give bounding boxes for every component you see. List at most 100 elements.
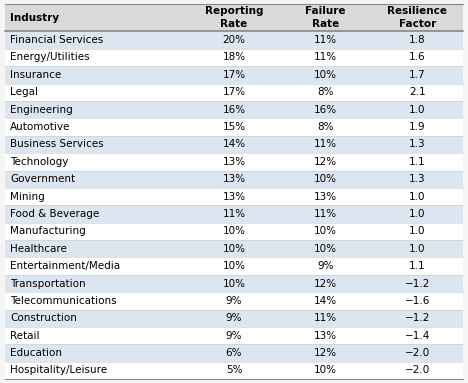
Text: 2.1: 2.1 [409,87,426,97]
Text: Energy/Utilities: Energy/Utilities [10,52,90,62]
Text: 20%: 20% [222,35,246,45]
Text: 8%: 8% [317,87,334,97]
Bar [280,31,372,49]
Bar [188,136,280,153]
Bar [188,223,280,240]
Bar [188,240,280,257]
Text: 11%: 11% [314,35,337,45]
Bar [372,309,463,327]
Bar [188,118,280,136]
Text: 11%: 11% [222,209,246,219]
Text: −1.2: −1.2 [405,278,430,288]
Text: Engineering: Engineering [10,105,73,115]
Text: Transportation: Transportation [10,278,86,288]
Text: Retail: Retail [10,331,40,341]
Bar [5,118,188,136]
Text: Resilience
Factor: Resilience Factor [388,7,447,29]
Text: 6%: 6% [226,348,242,358]
Bar [5,344,188,362]
Bar [372,83,463,101]
Bar [280,292,372,309]
Text: 9%: 9% [226,331,242,341]
Bar [5,4,188,31]
Text: 1.0: 1.0 [409,226,426,236]
Bar [5,292,188,309]
Text: 1.6: 1.6 [409,52,426,62]
Text: Reporting
Rate: Reporting Rate [205,7,263,29]
Bar [372,49,463,66]
Bar [372,327,463,344]
Bar [5,153,188,170]
Text: 1.1: 1.1 [409,157,426,167]
Text: Financial Services: Financial Services [10,35,103,45]
Text: Industry: Industry [10,13,59,23]
Bar [188,205,280,223]
Bar [280,188,372,205]
Text: 10%: 10% [222,244,246,254]
Text: −1.6: −1.6 [405,296,430,306]
Text: 14%: 14% [314,296,337,306]
Bar [5,275,188,292]
Text: 10%: 10% [222,226,246,236]
Text: 16%: 16% [314,105,337,115]
Bar [5,188,188,205]
Text: 11%: 11% [314,139,337,149]
Bar [372,292,463,309]
Bar [5,309,188,327]
Bar [372,205,463,223]
Text: 1.0: 1.0 [409,192,426,201]
Text: 10%: 10% [222,278,246,288]
Text: Insurance: Insurance [10,70,62,80]
Text: Education: Education [10,348,62,358]
Bar [5,257,188,275]
Bar [5,31,188,49]
Text: 1.3: 1.3 [409,139,426,149]
Bar [280,344,372,362]
Text: 16%: 16% [222,105,246,115]
Bar [280,223,372,240]
Text: 12%: 12% [314,348,337,358]
Text: 12%: 12% [314,278,337,288]
Bar [5,327,188,344]
Bar [188,170,280,188]
Text: 10%: 10% [314,174,337,184]
Bar [280,49,372,66]
Bar [372,188,463,205]
Bar [372,170,463,188]
Text: Business Services: Business Services [10,139,104,149]
Text: 9%: 9% [226,296,242,306]
Text: 5%: 5% [226,365,242,375]
Bar [280,362,372,379]
Bar [372,344,463,362]
Bar [372,101,463,118]
Text: Telecommunications: Telecommunications [10,296,117,306]
Text: 15%: 15% [222,122,246,132]
Text: 11%: 11% [314,209,337,219]
Text: 10%: 10% [314,244,337,254]
Text: 13%: 13% [222,157,246,167]
Bar [188,257,280,275]
Text: Mining: Mining [10,192,45,201]
Text: 9%: 9% [226,313,242,323]
Text: Automotive: Automotive [10,122,71,132]
Bar [280,153,372,170]
Bar [5,66,188,83]
Bar [280,170,372,188]
Bar [280,101,372,118]
Bar [280,257,372,275]
Text: −1.2: −1.2 [405,313,430,323]
Text: 1.7: 1.7 [409,70,426,80]
Text: −2.0: −2.0 [405,365,430,375]
Text: −1.4: −1.4 [405,331,430,341]
Text: 11%: 11% [314,52,337,62]
Bar [188,83,280,101]
Bar [372,223,463,240]
Bar [188,188,280,205]
Bar [188,49,280,66]
Bar [188,344,280,362]
Text: Hospitality/Leisure: Hospitality/Leisure [10,365,108,375]
Bar [280,136,372,153]
Bar [280,327,372,344]
Bar [372,118,463,136]
Bar [188,101,280,118]
